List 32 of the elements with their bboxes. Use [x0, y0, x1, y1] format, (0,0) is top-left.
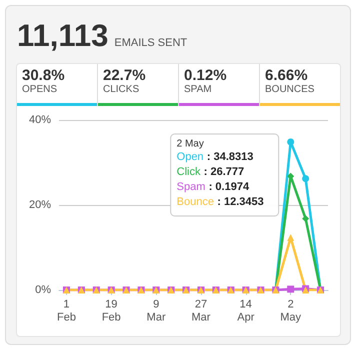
annotation: 2 May — [176, 138, 204, 150]
annotation: : 26.777 — [204, 166, 244, 178]
y-tick-label: 0% — [35, 284, 52, 296]
text: Bounce — [176, 196, 214, 208]
x-tick-label: 2 May — [280, 298, 302, 324]
annotation: : 12.3453 — [217, 196, 264, 208]
point — [287, 286, 294, 293]
point — [287, 138, 294, 146]
text: BOUNCES — [265, 84, 316, 95]
x-tick-label: 1 Feb — [56, 298, 76, 324]
point — [302, 175, 310, 182]
text: OPENS — [22, 84, 58, 95]
x-tick-label: 19 Feb — [102, 298, 121, 324]
y-tick-label: 20% — [28, 199, 52, 211]
y-tick-label: 40% — [28, 114, 52, 126]
text: Spam — [176, 181, 206, 193]
point — [302, 215, 310, 222]
x-tick-label: 9 Mar — [146, 298, 166, 324]
x-tick-label: 27 Mar — [191, 298, 211, 324]
text: CLICKS — [103, 84, 140, 95]
text: 0.12% — [184, 67, 228, 84]
chart-title: 11,113 — [17, 18, 108, 53]
text: Open — [176, 151, 204, 163]
chart-subtitle: EMAILS SENT — [114, 37, 188, 49]
text: SPAM — [184, 84, 213, 95]
text: Click — [176, 166, 201, 178]
annotation: : 0.1974 — [208, 181, 250, 193]
x-tick-label: 14 Apr — [237, 298, 255, 324]
text: 30.8% — [22, 67, 66, 84]
annotation: : 34.8313 — [206, 151, 254, 163]
text: 22.7% — [103, 67, 147, 84]
text: 6.66% — [265, 67, 309, 84]
